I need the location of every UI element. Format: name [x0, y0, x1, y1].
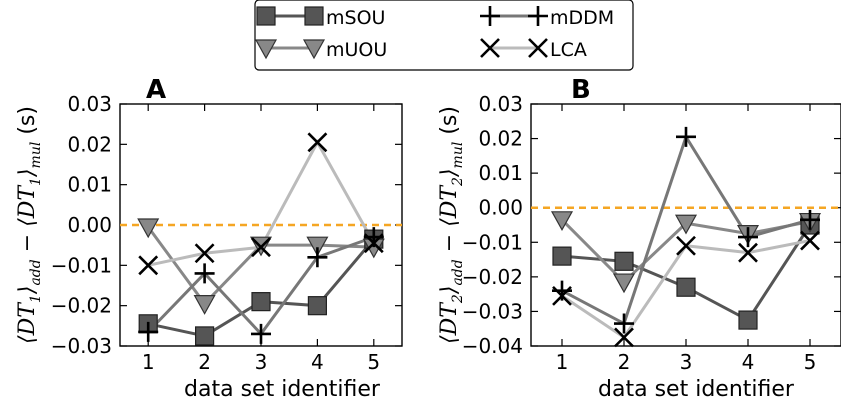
panel-a-point-lca — [194, 243, 215, 264]
panel-a-y-tick-label: −0.01 — [51, 253, 112, 277]
panel-a-x-tick-label: 4 — [311, 350, 324, 374]
panel-b-y-tick-label: −0.01 — [462, 230, 523, 254]
x-axis-title-b: data set identifier — [598, 377, 795, 402]
panel-b-point-msou — [552, 246, 572, 266]
panel-letter-a: A — [146, 75, 166, 105]
panel-b-point-mddm — [800, 209, 820, 230]
legend-marker-msou — [304, 6, 324, 26]
panel-letter-b: B — [571, 75, 591, 105]
panel-a-point-lca — [251, 237, 271, 258]
panel-a-x-tick-label: 2 — [198, 350, 211, 374]
legend-label-msou: mSOU — [326, 7, 385, 29]
svg-text:⟨DT1⟩add − ⟨DT1⟩mul (s): ⟨DT1⟩add − ⟨DT1⟩mul (s) — [15, 106, 44, 344]
panel-b-point-lca — [552, 285, 572, 306]
panel-a-point-lca — [363, 233, 384, 254]
panel-b-x-tick-label: 3 — [680, 350, 693, 374]
panel-b-x-tick-label: 5 — [804, 350, 817, 374]
legend-label-lca: LCA — [550, 39, 587, 61]
panel-a-x-tick-label: 3 — [255, 350, 268, 374]
legend-label-muou: mUOU — [326, 39, 387, 61]
legend-marker-lca — [480, 38, 500, 58]
panel-a-y-tick-label: 0.00 — [67, 213, 112, 237]
panel-b-y-tick-label: 0.02 — [478, 127, 523, 151]
panel-a-y-tick-label: 0.01 — [67, 173, 112, 197]
y-axis-title-b: ⟨DT2⟩add − ⟨DT2⟩mul (s) — [437, 106, 466, 344]
panel-b-point-lca — [676, 235, 696, 256]
panel-a-point-muou — [306, 236, 329, 257]
panel-b-point-mddm — [614, 313, 634, 334]
panel-a-y-tick-label: 0.02 — [67, 132, 112, 156]
panel-b-x-tick-label: 1 — [556, 350, 569, 374]
panel-a-point-mddm — [251, 323, 271, 344]
panel-b-point-lca — [738, 242, 758, 263]
panel-b-y-tick-label: −0.02 — [462, 265, 523, 289]
panel-b-x-tick-label: 2 — [618, 350, 631, 374]
panel-b-point-muou — [550, 211, 574, 232]
panel-b-x-tick-label: 4 — [742, 350, 755, 374]
panel-a-point-muou — [137, 218, 160, 239]
panel-b-point-muou — [612, 273, 636, 294]
legend: mSOU mUOU mDDM LCA — [254, 0, 634, 71]
panel-b-series-line-msou — [561, 224, 812, 323]
legend-marker-lca — [528, 38, 548, 58]
legend-marker-muou — [302, 39, 326, 60]
panel-b-point-msou — [676, 277, 696, 297]
svg-text:⟨DT2⟩add − ⟨DT2⟩mul (s): ⟨DT2⟩add − ⟨DT2⟩mul (s) — [437, 106, 466, 344]
panel-a-point-mddm — [138, 321, 159, 342]
panel-a-point-mddm — [194, 263, 215, 284]
panel-a-point-muou — [193, 295, 216, 315]
panel-b-point-msou — [738, 310, 758, 330]
panel-b-y-tick-label: 0.03 — [478, 92, 523, 116]
panel-b-y-tick-label: −0.03 — [462, 299, 523, 323]
legend-label-mddm: mDDM — [550, 7, 614, 29]
y-axis-title-a: ⟨DT1⟩add − ⟨DT1⟩mul (s) — [15, 106, 44, 344]
panel-b-point-mddm — [676, 126, 696, 147]
panel-a: A data set identifier ⟨DT1⟩add − ⟨DT1⟩mu… — [15, 75, 403, 402]
panel-a-point-lca — [138, 255, 159, 276]
panel-b-point-muou — [674, 214, 698, 235]
legend-marker-msou — [256, 6, 276, 26]
panel-a-point-lca — [307, 132, 328, 153]
panel-b-y-tick-label: 0.00 — [478, 196, 523, 220]
panel-b-point-lca — [800, 230, 820, 251]
panel-b-point-msou — [614, 251, 634, 271]
panel-a-x-tick-label: 5 — [367, 350, 380, 374]
panel-a-point-msou — [195, 326, 215, 346]
panel-a-y-tick-label: 0.03 — [67, 92, 112, 116]
panel-a-x-tick-label: 1 — [142, 350, 155, 374]
panel-b-point-mddm — [738, 227, 758, 248]
legend-marker-mddm — [528, 6, 548, 26]
panel-a-y-tick-label: −0.03 — [51, 334, 112, 358]
legend-marker-muou — [254, 39, 278, 60]
panel-b-y-tick-label: −0.04 — [462, 334, 523, 358]
panel-a-point-msou — [251, 292, 271, 312]
panel-b-point-lca — [614, 327, 634, 348]
panel-b: B data set identifier ⟨DT2⟩add − ⟨DT2⟩mu… — [437, 75, 841, 402]
panel-a-point-msou — [307, 296, 327, 316]
panel-b-y-tick-label: 0.01 — [478, 161, 523, 185]
legend-marker-mddm — [480, 6, 500, 26]
panel-a-y-tick-label: −0.02 — [51, 294, 112, 318]
x-axis-title-a: data set identifier — [184, 377, 381, 402]
panel-a-point-mddm — [307, 247, 328, 268]
